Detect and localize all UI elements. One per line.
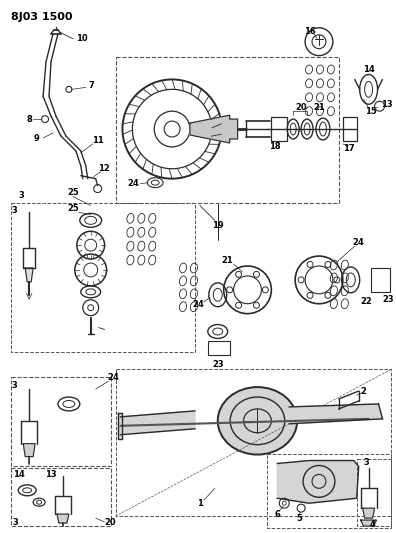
Text: 22: 22 (361, 297, 373, 306)
Text: 14: 14 (13, 470, 25, 479)
Bar (11, 469, 110, 526)
Text: 23: 23 (212, 360, 224, 369)
Text: 2: 2 (361, 386, 367, 395)
Bar (11, 204, 195, 352)
Bar (267, 454, 391, 528)
Polygon shape (289, 404, 383, 424)
Text: 3: 3 (11, 206, 17, 215)
Text: 20: 20 (105, 518, 116, 527)
Ellipse shape (218, 387, 297, 455)
Bar (343, 117, 357, 141)
Text: 3: 3 (12, 518, 18, 527)
Polygon shape (23, 443, 35, 457)
Text: 3: 3 (18, 191, 24, 200)
Polygon shape (277, 461, 359, 503)
Polygon shape (25, 268, 33, 282)
Bar (116, 56, 339, 204)
Text: 13: 13 (45, 470, 57, 479)
Text: 16: 16 (304, 27, 316, 36)
Text: 8J03 1500: 8J03 1500 (11, 12, 73, 22)
Text: 3: 3 (364, 458, 369, 467)
Polygon shape (57, 514, 69, 523)
Polygon shape (118, 413, 122, 439)
Bar (11, 377, 110, 466)
Text: 21: 21 (222, 255, 234, 264)
Text: 20: 20 (295, 103, 307, 112)
Text: 4: 4 (369, 520, 375, 529)
Bar (116, 369, 391, 516)
Polygon shape (361, 520, 377, 526)
Text: 8: 8 (26, 115, 32, 124)
Bar (357, 458, 391, 526)
Text: 25: 25 (67, 188, 79, 197)
Text: 24: 24 (353, 238, 365, 247)
Bar (371, 268, 390, 292)
Text: 24: 24 (108, 373, 120, 382)
Text: 6: 6 (274, 510, 280, 519)
Text: 24: 24 (192, 300, 204, 309)
Text: 3: 3 (11, 381, 17, 390)
Text: 15: 15 (365, 107, 377, 116)
Polygon shape (363, 508, 375, 518)
Text: 10: 10 (76, 34, 88, 43)
Bar (208, 342, 230, 356)
Text: 12: 12 (98, 164, 109, 173)
Text: 1: 1 (197, 499, 203, 508)
Polygon shape (120, 411, 195, 435)
Text: 17: 17 (343, 144, 354, 154)
Polygon shape (190, 115, 238, 143)
Text: 24: 24 (128, 179, 139, 188)
Text: 7: 7 (89, 81, 95, 90)
Text: 11: 11 (92, 136, 103, 146)
Text: 14: 14 (363, 65, 375, 74)
Text: 13: 13 (381, 100, 392, 109)
Text: 25: 25 (67, 204, 79, 213)
Text: 19: 19 (212, 221, 224, 230)
Text: 9: 9 (33, 134, 39, 143)
Bar (271, 117, 287, 141)
Text: 18: 18 (270, 142, 281, 151)
Text: 21: 21 (313, 103, 325, 112)
Text: 23: 23 (383, 295, 394, 304)
Text: 5: 5 (296, 514, 302, 522)
